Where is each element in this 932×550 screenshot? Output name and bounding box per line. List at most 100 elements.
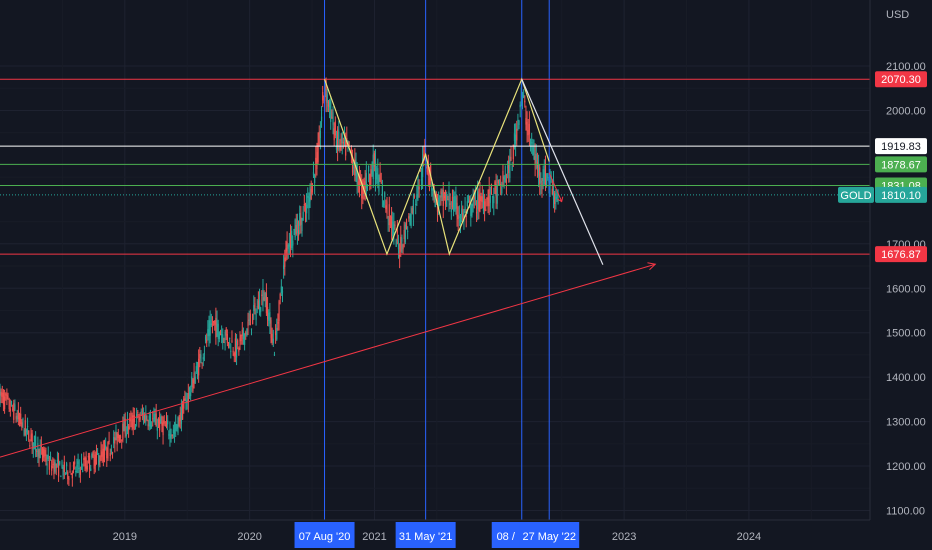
candle-body [180, 408, 183, 424]
candle-body [446, 194, 448, 207]
candle-body [516, 128, 518, 141]
candle-body [252, 313, 254, 325]
candle-body [56, 459, 59, 462]
candle-body [0, 391, 2, 396]
candle-body [61, 461, 63, 468]
candle-body [92, 452, 94, 457]
candle-body [148, 415, 150, 427]
candle-body [463, 210, 465, 221]
candle-body [187, 393, 189, 403]
candle-body [310, 188, 312, 200]
candle-body [342, 141, 344, 144]
candle-body [1, 392, 3, 397]
candle-body [277, 321, 279, 324]
candle-body [25, 429, 28, 433]
candle-body [273, 354, 276, 356]
candle-body [59, 461, 61, 465]
candle-body [506, 166, 509, 169]
price-axis[interactable]: USD 1100.00 1200.00 1300.00 1400.00 1500.00 1… [869, 0, 932, 550]
candle-body [239, 338, 241, 342]
candle-body [71, 472, 73, 479]
candle-body [184, 398, 186, 401]
candle-body [124, 418, 126, 434]
candle-body [29, 445, 31, 447]
candle-body [69, 471, 71, 473]
candle-body [497, 180, 499, 184]
candle-body [356, 163, 358, 184]
candle-body [78, 467, 80, 469]
candle-body [275, 331, 277, 335]
price-tag [875, 71, 927, 88]
candle-body [55, 463, 57, 469]
candle-body [43, 448, 45, 458]
candle-body [6, 394, 8, 400]
candle-body [132, 415, 134, 429]
candle-body [255, 313, 257, 320]
candle-body [542, 169, 544, 182]
candle-body [109, 452, 111, 457]
candle-body [498, 180, 501, 182]
candle-body [412, 199, 415, 215]
date-tag [395, 522, 456, 548]
candle-body [140, 411, 142, 413]
candle-body [505, 179, 508, 184]
candle-body [523, 94, 525, 98]
candle-body [85, 457, 87, 469]
candle-body [312, 172, 315, 176]
candle-body [83, 457, 85, 461]
candle-body [102, 448, 104, 462]
candle-body [557, 200, 559, 202]
candle-body [443, 193, 446, 199]
projection-arrow[interactable] [548, 172, 563, 202]
candle-body [325, 80, 327, 102]
y-tick-label: 1300.00 [886, 417, 926, 429]
candle-body [107, 441, 109, 459]
candle-body [482, 201, 485, 212]
candle-body [358, 177, 361, 193]
trend-line-white[interactable] [521, 78, 604, 265]
candle-body [395, 239, 397, 247]
trend-line-red[interactable] [0, 263, 656, 458]
candle-body [556, 193, 558, 198]
candle-body [510, 156, 512, 161]
candle-body [543, 169, 545, 185]
candle-body [106, 447, 108, 459]
candle-body [45, 454, 47, 462]
candle-body [131, 419, 133, 428]
candle-body [532, 147, 534, 156]
candle-body [485, 209, 487, 212]
currency-label: USD [886, 9, 909, 21]
candle-body [536, 161, 539, 169]
candle-body [380, 181, 382, 184]
candle-body [16, 415, 18, 420]
plot-area[interactable] [0, 0, 870, 520]
candle-body [15, 416, 17, 419]
candle-body [202, 357, 204, 360]
candle-body [52, 464, 54, 466]
last-price-label: 1810.10 [881, 190, 921, 202]
candle-body [12, 408, 14, 410]
candle-body [451, 196, 454, 208]
candle-body [90, 468, 92, 471]
candle-body [93, 457, 95, 469]
candle-body [155, 413, 157, 427]
candle-body [479, 192, 481, 206]
date-tag-label: 27 May '22 [522, 531, 575, 543]
w-pattern-line[interactable] [323, 77, 550, 256]
time-axis[interactable]: 2019 2020 2021 2023 2024 [0, 519, 932, 550]
candle-body [439, 195, 441, 198]
candle-body [467, 199, 470, 202]
candle-body [438, 197, 440, 209]
candle-body [3, 396, 6, 410]
candle-body [486, 198, 488, 200]
candle-body [183, 398, 185, 409]
candle-body [293, 229, 295, 231]
candle-body [168, 434, 170, 436]
candle-body [265, 293, 268, 314]
candle-body [86, 465, 88, 470]
candle-body [326, 94, 328, 103]
candle-body [435, 194, 437, 197]
candle-body [111, 452, 114, 454]
candle-body [478, 194, 480, 212]
